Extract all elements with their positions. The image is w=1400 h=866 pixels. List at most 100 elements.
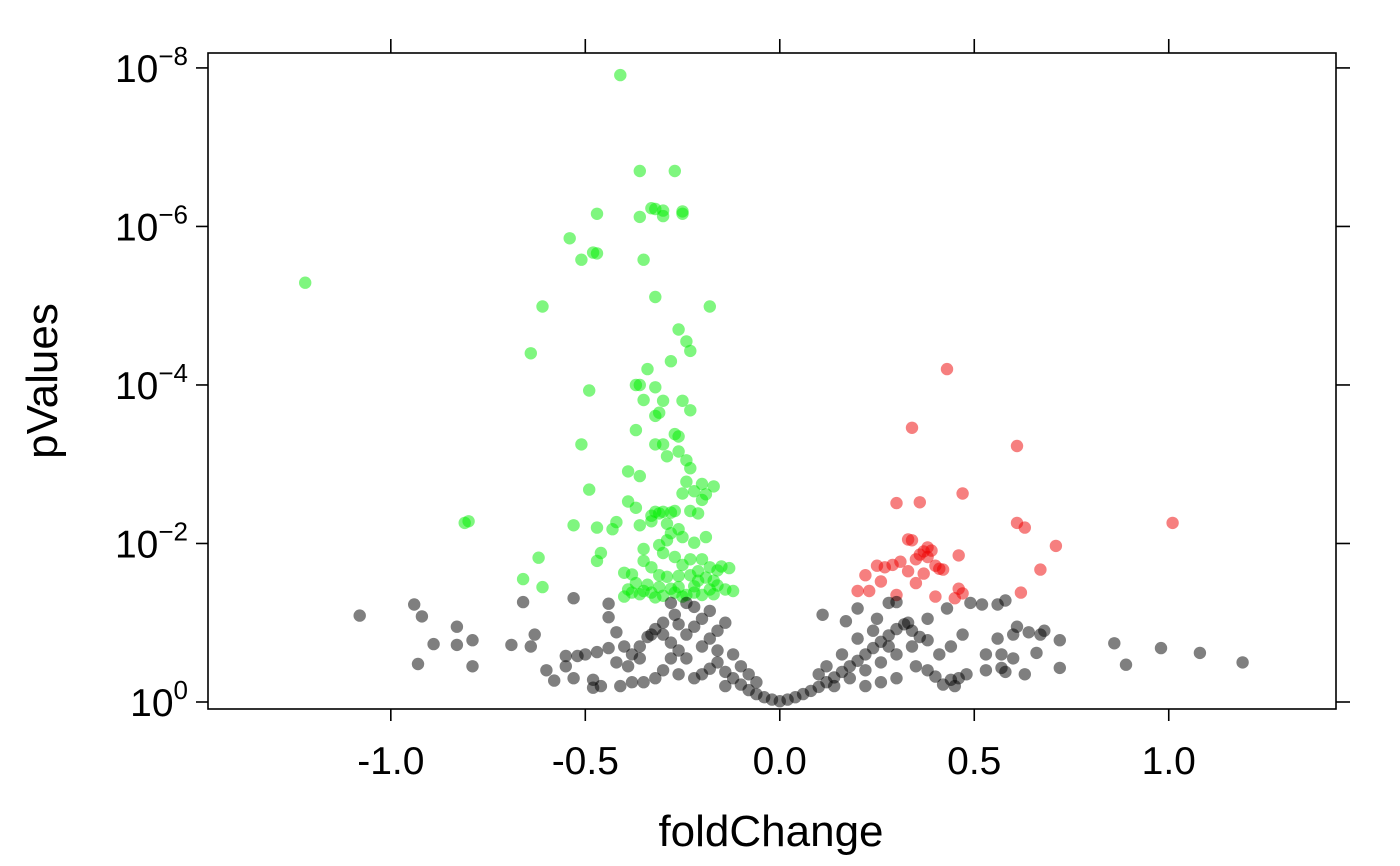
- scatter-point: [656, 546, 670, 560]
- scatter-point: [999, 594, 1012, 607]
- scatter-point: [656, 664, 670, 677]
- scatter-point: [575, 253, 588, 266]
- scatter-point: [890, 672, 903, 685]
- scatter-point: [684, 404, 697, 417]
- scatter-point: [711, 656, 724, 669]
- scatter-point: [929, 590, 942, 603]
- scatter-point: [691, 507, 705, 520]
- scatter-point: [668, 550, 681, 564]
- scatter-point: [933, 648, 946, 661]
- scatter-point: [1022, 626, 1035, 639]
- scatter-point: [505, 638, 518, 652]
- scatter-point: [964, 596, 977, 610]
- scatter-point: [672, 323, 685, 336]
- scatter-point: [979, 648, 993, 661]
- scatter-point: [870, 612, 884, 625]
- scatter-point: [1154, 641, 1168, 655]
- scatter-point: [695, 612, 709, 625]
- scatter-point: [991, 632, 1004, 645]
- scatter-point: [909, 553, 923, 566]
- scatter-point: [633, 640, 646, 653]
- scatter-point: [633, 469, 646, 483]
- scatter-point: [672, 644, 685, 657]
- scatter-point: [921, 550, 934, 564]
- scatter-points-layer: [299, 68, 1249, 708]
- y-axis-title: pValues: [18, 303, 67, 459]
- scatter-point: [633, 210, 646, 224]
- scatter-point: [999, 665, 1012, 679]
- scatter-point: [909, 660, 923, 673]
- scatter-point: [936, 563, 950, 576]
- scatter-point: [540, 664, 553, 677]
- scatter-point: [536, 300, 549, 313]
- scatter-point: [676, 530, 689, 544]
- scatter-point: [524, 640, 537, 653]
- scatter-point: [890, 648, 903, 661]
- scatter-point: [629, 423, 643, 437]
- scatter-point: [684, 344, 697, 358]
- scatter-point: [466, 634, 479, 647]
- x-tick-label: 0.0: [753, 740, 807, 783]
- scatter-point: [695, 640, 709, 653]
- scatter-point: [917, 567, 930, 580]
- scatter-point: [723, 561, 736, 575]
- scatter-point: [835, 648, 849, 661]
- scatter-point: [812, 668, 825, 681]
- scatter-point: [672, 569, 685, 583]
- scatter-point: [719, 616, 732, 629]
- scatter-point: [618, 640, 631, 653]
- scatter-point: [688, 586, 701, 599]
- scatter-point: [563, 232, 576, 245]
- scatter-point: [649, 438, 662, 451]
- scatter-point: [567, 592, 580, 605]
- scatter-point: [1049, 539, 1063, 553]
- scatter-point: [602, 611, 615, 624]
- scatter-point: [656, 209, 670, 223]
- scatter-point: [742, 668, 755, 681]
- scatter-point: [590, 247, 604, 260]
- scatter-point: [1034, 563, 1047, 576]
- scatter-point: [621, 465, 635, 478]
- scatter-point: [975, 598, 989, 611]
- scatter-point: [610, 626, 623, 639]
- scatter-point: [649, 381, 662, 394]
- scatter-point: [909, 576, 923, 590]
- scatter-point: [726, 584, 740, 598]
- scatter-point: [940, 602, 954, 615]
- scatter-point: [583, 483, 596, 496]
- scatter-point: [590, 645, 604, 659]
- plot-border: [207, 52, 1337, 710]
- scatter-point: [680, 628, 693, 641]
- scatter-point: [1193, 646, 1207, 660]
- scatter-point: [672, 445, 685, 458]
- scatter-point: [625, 648, 639, 661]
- scatter-point: [688, 600, 701, 614]
- scatter-point: [890, 496, 903, 510]
- scatter-point: [863, 584, 876, 598]
- scatter-point: [614, 68, 627, 82]
- scatter-point: [859, 679, 872, 693]
- scatter-point: [450, 638, 464, 652]
- scatter-point: [859, 664, 872, 677]
- scatter-point: [633, 588, 646, 601]
- scatter-point: [905, 534, 919, 547]
- scatter-point: [594, 679, 608, 693]
- x-tick-label: -0.5: [552, 740, 619, 783]
- scatter-point: [870, 559, 884, 572]
- scatter-point: [672, 618, 685, 631]
- scatter-point: [532, 551, 545, 564]
- scatter-point: [680, 475, 693, 488]
- scatter-point: [649, 591, 662, 604]
- scatter-point: [660, 517, 674, 530]
- scatter-point: [703, 632, 716, 645]
- scatter-point: [629, 501, 643, 514]
- scatter-point: [664, 636, 678, 649]
- x-tick-label: 1.0: [1142, 740, 1196, 783]
- scatter-point: [695, 477, 709, 491]
- y-tick-label: 10−2: [115, 516, 188, 566]
- scatter-point: [458, 516, 471, 530]
- scatter-point: [645, 515, 658, 528]
- scatter-point: [408, 598, 421, 611]
- scatter-point: [353, 609, 366, 622]
